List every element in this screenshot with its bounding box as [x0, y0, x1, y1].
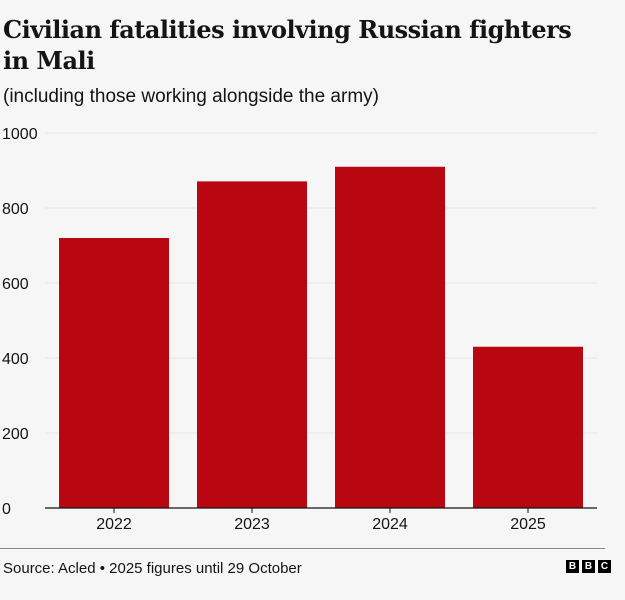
bar-2024 — [335, 166, 445, 508]
y-tick-label: 1000 — [2, 126, 38, 143]
x-tick-label: 2024 — [372, 516, 408, 533]
bar-2023 — [197, 181, 307, 508]
chart-title: Civilian fatalities involving Russian fi… — [3, 15, 572, 75]
bbc-logo-letter: B — [582, 560, 595, 573]
bar-2025 — [473, 346, 583, 508]
footer-divider — [0, 548, 605, 549]
y-tick-label: 800 — [2, 201, 29, 218]
source-note: Source: Acled • 2025 figures until 29 Oc… — [3, 560, 302, 577]
x-tick-label: 2022 — [96, 516, 132, 533]
x-tick-label: 2023 — [234, 516, 270, 533]
bbc-logo-letter: B — [566, 560, 579, 573]
bar-chart: 0 200 400 600 800 1000 2022 2023 2024 2025 — [2, 126, 597, 533]
y-tick-label: 200 — [2, 426, 29, 443]
y-tick-label: 600 — [2, 276, 29, 293]
bbc-logo-letter: C — [598, 560, 611, 573]
y-tick-label: 0 — [2, 501, 11, 518]
bar-2022 — [59, 238, 169, 508]
y-tick-label: 400 — [2, 351, 29, 368]
x-tick-label: 2025 — [510, 516, 546, 533]
bbc-logo: B B C — [566, 560, 611, 573]
chart-subtitle: (including those working alongside the a… — [3, 86, 379, 107]
